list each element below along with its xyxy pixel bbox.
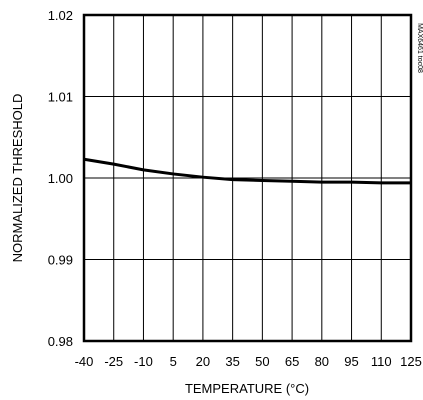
x-tick-label: 125: [400, 354, 422, 369]
x-tick-label: 5: [170, 354, 177, 369]
x-tick-label: -40: [75, 354, 94, 369]
y-axis-title: NORMALIZED THRESHOLD: [10, 94, 25, 263]
x-tick-label: 20: [196, 354, 210, 369]
y-tick-label: 0.98: [48, 334, 73, 349]
x-axis-title: TEMPERATURE (°C): [185, 381, 309, 396]
y-tick-label: 1.00: [48, 171, 73, 186]
y-tick-label: 1.02: [48, 8, 73, 23]
x-tick-label: 35: [225, 354, 239, 369]
y-tick-label: 0.99: [48, 253, 73, 268]
x-tick-label: 80: [315, 354, 329, 369]
x-tick-label: 65: [285, 354, 299, 369]
series-group: [83, 157, 411, 185]
plot-frame: [82, 13, 413, 343]
x-tick-labels: -40 -25 -10 5 20 35 50 65 80 95 110 125: [75, 354, 422, 369]
series-line-0: [83, 157, 411, 185]
grid: [84, 15, 411, 341]
y-tick-label: 1.01: [48, 90, 73, 105]
x-tick-label: 110: [371, 354, 392, 369]
figure-code-watermark: MAX6461 toc08: [416, 23, 423, 73]
x-tick-label: -10: [134, 354, 153, 369]
x-tick-label: 95: [344, 354, 358, 369]
x-tick-label: 50: [255, 354, 269, 369]
y-tick-labels: 0.98 0.99 1.00 1.01 1.02: [48, 8, 73, 349]
x-tick-label: -25: [104, 354, 123, 369]
